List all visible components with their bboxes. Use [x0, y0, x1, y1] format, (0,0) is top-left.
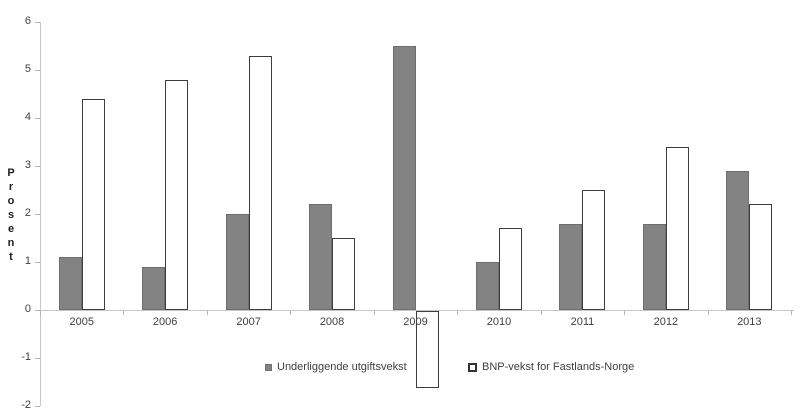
- legend-label: BNP-vekst for Fastlands-Norge: [482, 361, 635, 373]
- bar-underliggende-2010: [475, 262, 499, 310]
- y-tick: [35, 70, 40, 71]
- bar-bnp-2007: [248, 55, 272, 310]
- x-tick-label-2013: 2013: [737, 316, 762, 328]
- y-tick-label: 6: [24, 15, 31, 27]
- x-tick: [457, 311, 459, 315]
- bar-bnp-2005: [81, 98, 105, 310]
- x-tick: [123, 311, 125, 315]
- y-tick-label: 3: [24, 159, 31, 171]
- white-square-icon: [468, 362, 477, 372]
- x-tick-label-2007: 2007: [236, 316, 261, 328]
- bar-underliggende-2006: [142, 266, 166, 310]
- x-tick: [624, 311, 626, 315]
- bar-bnp-2011: [582, 190, 606, 310]
- bar-underliggende-2009: [392, 46, 416, 310]
- y-tick: [35, 406, 40, 407]
- y-axis-title: Prosent: [5, 167, 17, 265]
- bar-bnp-2013: [749, 204, 773, 310]
- x-tick: [373, 311, 375, 315]
- bar-bnp-2010: [498, 228, 522, 310]
- bar-underliggende-2012: [642, 223, 666, 310]
- y-tick-label: 2: [24, 207, 31, 219]
- x-tick: [290, 311, 292, 315]
- legend-label: Underliggende utgiftsvekst: [277, 361, 407, 373]
- x-tick-label-2011: 2011: [570, 316, 595, 328]
- y-tick: [35, 118, 40, 119]
- x-tick-label-2009: 2009: [403, 316, 428, 328]
- y-tick: [35, 22, 40, 23]
- y-tick: [35, 166, 40, 167]
- x-tick: [40, 311, 41, 315]
- x-tick-label-2010: 2010: [486, 316, 512, 328]
- bar-underliggende-2007: [225, 214, 249, 310]
- x-tick-label-2012: 2012: [653, 316, 679, 328]
- x-tick-label-2008: 2008: [319, 316, 345, 328]
- y-axis-line: [40, 22, 41, 406]
- legend-item-underliggende-utgiftsvekst: Underliggende utgiftsvekst: [265, 361, 407, 373]
- y-tick: [35, 214, 40, 215]
- y-tick-label: -1: [21, 351, 31, 363]
- bar-bnp-2009: [415, 311, 439, 388]
- y-tick: [35, 262, 40, 263]
- y-tick-label: 0: [24, 303, 31, 315]
- x-tick: [540, 311, 542, 315]
- x-tick-label-2006: 2006: [152, 316, 178, 328]
- x-tick-label-2005: 2005: [69, 316, 94, 328]
- bar-bnp-2008: [332, 238, 356, 310]
- x-axis-line: [40, 310, 795, 311]
- x-tick: [707, 311, 709, 315]
- bar-underliggende-2005: [58, 257, 82, 310]
- x-tick: [206, 311, 208, 315]
- x-tick: [791, 311, 793, 315]
- bar-bnp-2012: [665, 146, 689, 310]
- bar-underliggende-2008: [309, 204, 333, 310]
- y-tick: [35, 310, 40, 311]
- y-tick-label: 4: [24, 111, 31, 123]
- y-tick-label: 1: [24, 255, 31, 267]
- y-tick: [35, 358, 40, 359]
- bar-underliggende-2013: [726, 170, 750, 310]
- y-tick-label: -2: [21, 399, 31, 411]
- y-tick-label: 5: [24, 63, 31, 75]
- legend-item-bnp-vekst: BNP-vekst for Fastlands-Norge: [468, 361, 634, 373]
- gray-square-icon: [265, 363, 272, 371]
- bar-bnp-2006: [165, 79, 189, 310]
- bar-underliggende-2011: [559, 223, 583, 310]
